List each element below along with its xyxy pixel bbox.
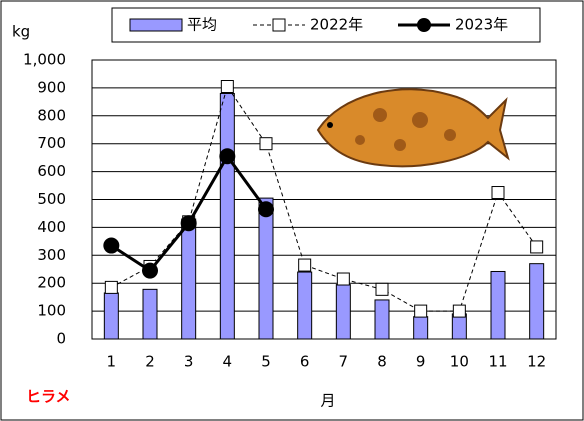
bar <box>451 313 467 340</box>
bar <box>103 292 119 340</box>
marker <box>259 137 273 151</box>
marker <box>375 282 389 296</box>
legend-label: 平均 <box>187 16 217 34</box>
x-tick-label: 11 <box>488 353 507 371</box>
marker <box>180 215 197 232</box>
y-tick-label: 500 <box>37 190 66 208</box>
y-tick-label: 0 <box>56 330 66 348</box>
marker <box>104 280 118 294</box>
y-axis-label: kg <box>12 23 30 41</box>
legend-marker <box>417 18 431 32</box>
marker <box>298 258 312 272</box>
x-tick-label: 2 <box>145 353 155 371</box>
y-tick-label: 1,000 <box>23 51 66 69</box>
y-tick-label: 400 <box>37 218 66 236</box>
x-tick-label: 4 <box>223 353 233 371</box>
bar <box>297 271 313 340</box>
legend <box>111 7 541 43</box>
y-tick-label: 900 <box>37 78 66 96</box>
legend-label: 2022年 <box>310 16 363 34</box>
y-tick-label: 800 <box>37 106 66 124</box>
x-tick-label: 1 <box>107 353 117 371</box>
x-tick-label: 8 <box>377 353 387 371</box>
x-tick-label: 10 <box>450 353 469 371</box>
marker <box>336 272 350 286</box>
bar <box>529 263 545 340</box>
y-tick-label: 200 <box>37 274 66 292</box>
marker <box>452 304 466 318</box>
x-tick-label: 12 <box>527 353 546 371</box>
x-axis-label: 月 <box>320 392 335 410</box>
marker <box>258 201 274 218</box>
x-tick-label: 3 <box>184 353 194 371</box>
x-tick-label: 7 <box>339 353 349 371</box>
bar <box>219 92 235 340</box>
bar <box>374 299 390 340</box>
marker <box>142 262 158 279</box>
bar <box>258 197 274 340</box>
x-tick-label: 9 <box>416 353 426 371</box>
y-tick-label: 100 <box>37 302 66 320</box>
legend-swatch <box>129 18 183 32</box>
species-label: ヒラメ <box>26 388 71 406</box>
bar <box>335 284 351 340</box>
x-tick-label: 6 <box>300 353 310 371</box>
marker <box>219 148 236 165</box>
y-tick-label: 300 <box>37 246 66 264</box>
fish-illustration <box>316 88 510 168</box>
marker <box>414 304 428 318</box>
legend-label: 2023年 <box>455 16 508 34</box>
bar <box>413 316 429 340</box>
marker <box>220 80 234 94</box>
y-tick-label: 700 <box>37 134 66 152</box>
bar <box>142 288 158 340</box>
bar <box>490 270 506 340</box>
bar <box>181 218 197 340</box>
legend-marker <box>272 18 286 32</box>
marker <box>491 186 505 200</box>
x-tick-label: 5 <box>261 353 271 371</box>
marker <box>103 237 120 254</box>
y-tick-label: 600 <box>37 162 66 180</box>
marker <box>530 240 544 254</box>
